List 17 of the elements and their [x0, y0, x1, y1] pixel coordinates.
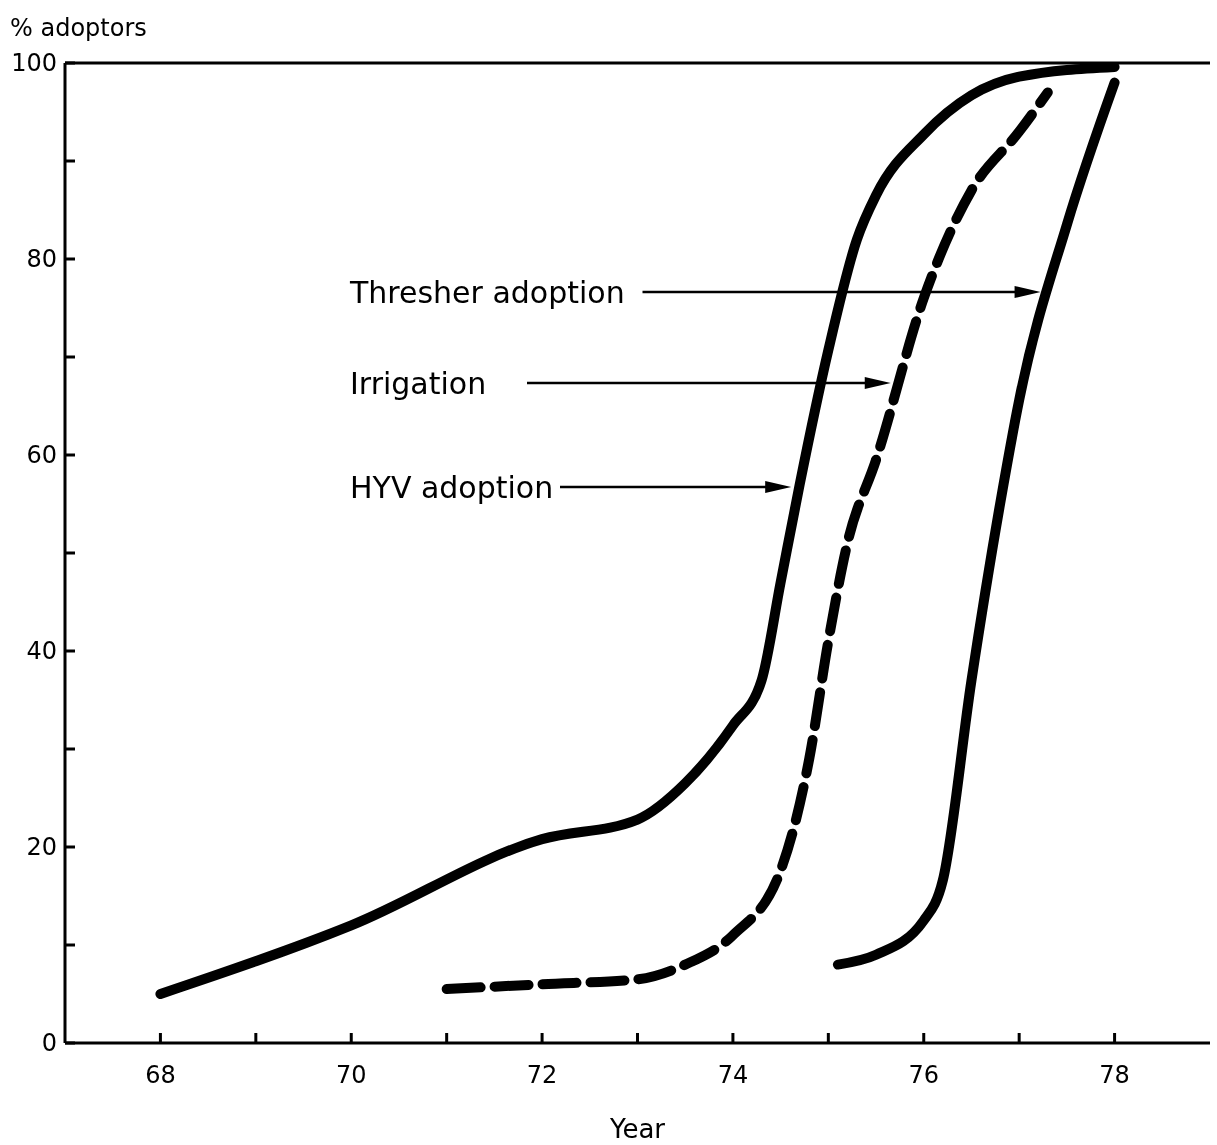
- annotation: Thresher adoption: [349, 274, 625, 310]
- y-tick-label: 60: [26, 441, 57, 470]
- x-tick-label: 68: [145, 1061, 176, 1089]
- y-tick-label: 100: [11, 49, 57, 78]
- annotation: Irrigation: [350, 365, 487, 401]
- x-tick-label: 72: [526, 1061, 558, 1089]
- annotation: HYV adoption: [350, 469, 554, 505]
- y-tick-label: 0: [41, 1029, 57, 1058]
- y-tick-label: 20: [26, 833, 57, 862]
- x-tick-label: 78: [1099, 1061, 1130, 1089]
- y-tick-label: 40: [26, 637, 57, 666]
- x-tick-label: 76: [908, 1061, 940, 1089]
- y-axis-title: % adoptors: [10, 14, 147, 42]
- y-tick-label: 80: [26, 245, 57, 274]
- x-axis-title: Year: [608, 1114, 666, 1144]
- x-tick-label: 74: [717, 1061, 749, 1089]
- x-tick-label: 70: [335, 1061, 367, 1089]
